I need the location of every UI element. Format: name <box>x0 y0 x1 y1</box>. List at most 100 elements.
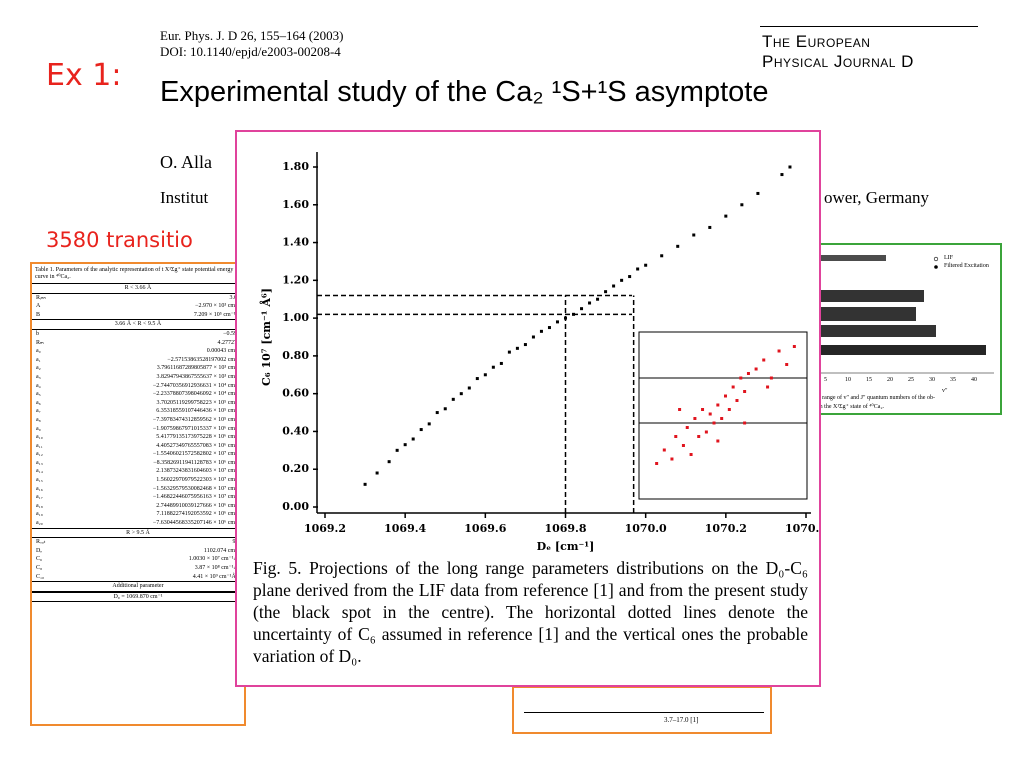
y-tick-label: 0.40 <box>282 424 309 437</box>
data-point <box>531 335 535 339</box>
side-caption: e range of v″ and J″ quantum numbers of … <box>818 395 935 401</box>
table-row: R > 9.5 Å <box>32 527 244 539</box>
table-cell: a₁₇ <box>36 494 43 501</box>
table-cell: −7.63044568335207146 × 10⁶ cm⁻¹ <box>152 520 240 527</box>
table-row: B 7.209 × 10⁵ cm⁻¹Å <box>32 311 244 320</box>
data-point <box>743 390 747 393</box>
data-point <box>427 422 431 426</box>
data-point <box>644 263 648 267</box>
table-cell: −1.46822446075956163 × 10⁷ cm⁻¹ <box>152 494 240 501</box>
data-point <box>674 435 678 438</box>
y-tick-label: 1.20 <box>282 273 309 286</box>
table-cell: −2.74470356912936631 × 10⁴ cm⁻¹ <box>152 382 240 389</box>
data-point <box>596 297 600 301</box>
table-cell: a₈ <box>36 416 41 423</box>
data-point <box>708 225 712 229</box>
table-caption: Table 1. Parameters of the analytic repr… <box>35 267 234 280</box>
data-point <box>697 435 701 438</box>
data-point <box>499 361 503 365</box>
side-tick-label: 10 <box>845 377 851 383</box>
data-point <box>716 439 720 443</box>
side-xlabel: v″ <box>942 388 948 394</box>
data-point <box>769 376 773 380</box>
data-point <box>507 350 511 354</box>
scatter-chart: 0.00 0.20 0.40 0.60 0.80 1.00 1.20 1.40 1.60 1.80… <box>259 152 819 552</box>
data-point <box>743 421 747 425</box>
fragment-text: 3.7–17.0 [1] <box>664 716 699 724</box>
x-tick-label: 1069.4 <box>384 522 426 535</box>
data-point <box>662 448 666 452</box>
table-body: R < 3.66 Å Rᵢₙₙ 3.66 A −2.970 × 10³ cm⁻¹ B 7.2… <box>32 283 244 603</box>
table-cell: 0.00043 cm⁻¹ <box>206 348 240 355</box>
data-point <box>701 408 705 411</box>
data-point <box>523 343 527 347</box>
table-cell: 7.209 × 10⁵ cm⁻¹Å <box>193 311 240 318</box>
side-tick-label: 30 <box>929 377 935 383</box>
table-row: D₀ = 1069.870 cm⁻¹ <box>32 591 244 603</box>
table-row: a₀ 0.00043 cm⁻¹ <box>32 347 244 356</box>
table-cell: 5.41779135173975228 × 10⁶ cm⁻¹ <box>156 434 240 441</box>
table-cell: −2.57153863528197002 cm⁻¹ <box>167 356 240 363</box>
data-point <box>731 385 735 389</box>
x-tick-label: 1070.2 <box>705 522 747 535</box>
table-cell: 3.82947943867555637 × 10³ cm⁻¹ <box>156 373 240 380</box>
table-row: a₇ 6.35318559107446436 × 10⁵ cm⁻¹ <box>32 407 244 416</box>
table-cell: 1.0030 × 10⁷ cm⁻¹Å⁶ <box>188 556 240 563</box>
table-cell: a₁₂ <box>36 451 43 458</box>
table-row: Rₒᵤₜ9.5 <box>32 538 244 547</box>
table-cell: 2.13873243831604603 × 10⁷ cm⁻¹ <box>156 468 240 475</box>
table-cell: 4.40527349765557083 × 10⁶ cm⁻¹ <box>156 442 240 449</box>
table-cell: −2.23378807398046092 × 10⁴ cm⁻¹ <box>152 391 240 398</box>
table-cell: a₁₉ <box>36 511 43 518</box>
data-point <box>636 267 640 271</box>
side-tick-label: 15 <box>866 377 872 383</box>
data-point <box>547 326 551 330</box>
data-point <box>491 365 495 369</box>
rule <box>760 26 978 27</box>
table-row: Additional parameter <box>32 581 244 592</box>
figure-caption: Fig. 5. Projections of the long range pa… <box>253 558 808 666</box>
table-cell: R < 3.66 Å <box>124 285 152 291</box>
table-row: a₁₁ 4.40527349765557083 × 10⁶ cm⁻¹ <box>32 442 244 451</box>
table-cell: B <box>36 311 41 318</box>
table-cell: a₇ <box>36 408 41 415</box>
table-cell: a₁ <box>36 356 41 363</box>
data-point <box>604 290 608 294</box>
data-point <box>475 377 479 381</box>
data-point <box>739 376 743 380</box>
y-tick-label: 0.00 <box>282 500 309 513</box>
data-point <box>572 312 576 316</box>
table-cell: a₁₆ <box>36 485 43 492</box>
inset-frame <box>638 331 808 500</box>
data-point <box>387 460 391 464</box>
data-point <box>459 392 463 396</box>
table-cell: a₁₈ <box>36 502 43 509</box>
slide-label: Ex 1: <box>46 58 122 93</box>
y-tick-label: 1.60 <box>282 198 309 211</box>
data-point <box>451 397 455 401</box>
table-cell: a₅ <box>36 391 41 398</box>
table-row: a₁₅ 1.56022970979522303 × 10⁷ cm⁻¹ <box>32 476 244 485</box>
data-point <box>777 349 781 353</box>
data-point <box>785 363 789 366</box>
x-tick-label: 1070.0 <box>625 522 667 535</box>
y-tick-label: 0.60 <box>282 387 309 400</box>
table-row: a₉ −1.90759867971015337 × 10⁶ cm⁻¹ <box>32 425 244 434</box>
y-tick-label: 0.80 <box>282 349 309 362</box>
table-row: C₈ 3.87 × 10⁸ cm⁻¹Å⁸ <box>32 564 244 573</box>
figure: 0.00 0.20 0.40 0.60 0.80 1.00 1.20 1.40 1.60 1.80… <box>235 130 821 687</box>
data-point <box>467 386 471 390</box>
table-cell: Rₘ <box>36 339 44 346</box>
y-tick-label: 1.00 <box>282 311 309 324</box>
data-point <box>720 417 724 420</box>
authors: O. Alla <box>160 152 212 172</box>
data-point <box>692 233 696 237</box>
data-point <box>724 394 727 398</box>
table-row: b −0.592 <box>32 330 244 339</box>
y-tick-label: 1.80 <box>282 160 309 173</box>
data-point <box>724 214 728 218</box>
data-point <box>693 417 697 420</box>
table-cell: 3.66 Å < R < 9.5 Å <box>114 321 162 328</box>
table-row: a₆ 3.70205119299758223 × 10⁵ cm⁻¹ <box>32 399 244 408</box>
